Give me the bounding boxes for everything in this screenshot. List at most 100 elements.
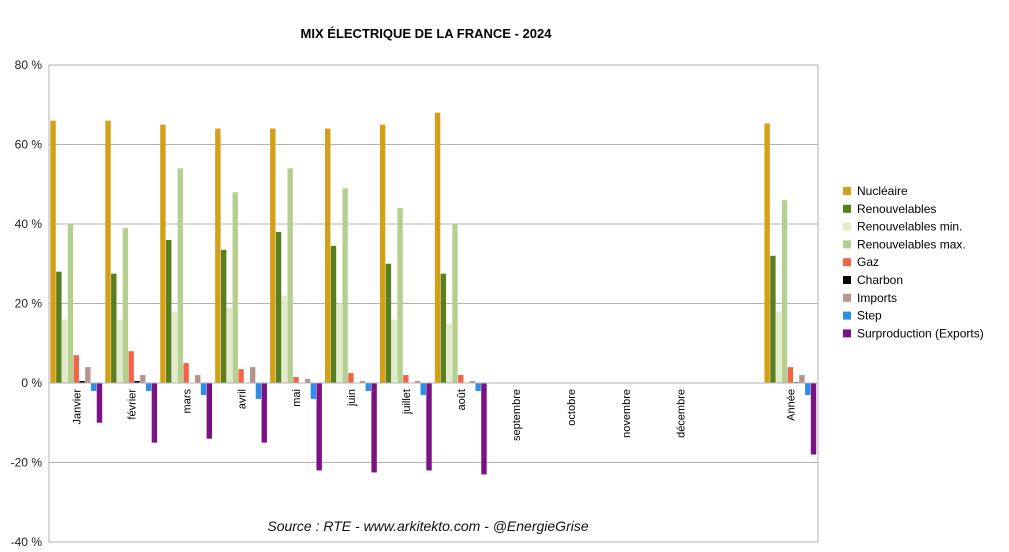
x-category-label: octobre: [566, 389, 578, 426]
bar: [365, 383, 372, 391]
y-tick-label: 80 %: [15, 58, 43, 72]
bar: [342, 188, 348, 383]
y-tick-label: -40 %: [11, 535, 43, 549]
bar: [403, 375, 409, 383]
y-axis-tick-labels: 80 % 60 % 40 % 20 % 0 % -20 % -40 %: [11, 58, 43, 549]
bar: [391, 319, 397, 383]
y-tick-label: 40 %: [15, 217, 43, 231]
legend-swatch: [843, 240, 851, 249]
bar: [220, 249, 227, 383]
bar: [261, 383, 267, 443]
bar: [79, 381, 85, 383]
source-caption: Source : RTE - www.arkitekto.com - @Ener…: [267, 518, 588, 534]
bar: [414, 381, 421, 383]
bar: [270, 128, 276, 383]
bar: [810, 383, 817, 455]
bar: [397, 208, 403, 383]
bar: [281, 295, 288, 383]
y-tick-label: 20 %: [15, 297, 43, 311]
bar: [122, 227, 129, 383]
bar: [140, 375, 146, 383]
x-category-label: décembre: [676, 389, 688, 438]
legend-label: Gaz: [857, 255, 879, 269]
bar: [171, 311, 178, 383]
bar: [134, 381, 140, 383]
bar: [446, 323, 452, 383]
bar: [111, 273, 117, 383]
y-tick-label: -20 %: [11, 456, 43, 470]
legend-label: Step: [857, 309, 882, 323]
bar: [475, 383, 481, 391]
bar: [145, 383, 152, 391]
bars: [50, 112, 817, 475]
bar: [469, 381, 476, 383]
bar: [293, 377, 299, 383]
x-category-label: mai: [291, 389, 303, 407]
bar: [61, 319, 68, 383]
bar: [787, 367, 794, 383]
bar: [385, 263, 392, 383]
bar: [160, 124, 166, 383]
bar: [434, 112, 441, 383]
bar: [799, 375, 805, 383]
bar: [275, 231, 282, 383]
bar: [249, 367, 256, 383]
bar: [336, 303, 343, 383]
y-tick-label: 60 %: [15, 138, 43, 152]
x-category-label: juillet: [401, 389, 413, 415]
x-category-label: Année: [786, 389, 798, 421]
legend-swatch: [843, 293, 851, 302]
bar: [776, 311, 782, 383]
legend-label: Renouvelables max.: [857, 237, 966, 251]
bar: [238, 369, 244, 383]
bar: [183, 363, 189, 383]
bar: [452, 224, 458, 383]
bar: [90, 383, 97, 391]
legend-swatch: [843, 258, 851, 267]
bar: [128, 351, 134, 383]
legend-swatch: [843, 329, 851, 338]
x-category-label: Janvier: [71, 389, 83, 425]
bar: [166, 239, 172, 383]
legend-label: Renouvelables: [857, 202, 936, 216]
bar: [177, 168, 184, 383]
legend-swatch: [843, 311, 851, 320]
bar: [371, 383, 377, 473]
y-tick-label: 0 %: [21, 376, 42, 390]
legend-swatch: [843, 204, 851, 213]
legend-label: Renouvelables min.: [857, 220, 962, 234]
bar: [770, 255, 776, 383]
legend-swatch: [843, 222, 851, 231]
bar: [226, 307, 233, 383]
bar: [215, 128, 221, 383]
bar: [764, 123, 770, 384]
bar: [151, 383, 158, 443]
bar: [310, 383, 317, 399]
x-category-label: mars: [181, 389, 193, 414]
bar: [56, 271, 62, 383]
bar: [96, 383, 103, 423]
bar: [359, 381, 366, 383]
bar: [426, 383, 432, 471]
bar: [420, 383, 426, 395]
legend-label: Surproduction (Exports): [857, 326, 984, 340]
legend-label: Charbon: [857, 273, 903, 287]
bar: [805, 383, 811, 395]
bar: [67, 224, 74, 383]
x-category-label: août: [456, 389, 468, 410]
bar: [85, 367, 91, 383]
bar: [458, 375, 464, 383]
bar: [50, 120, 56, 384]
legend-swatch: [843, 276, 851, 284]
bar: [116, 319, 123, 383]
x-category-label: avril: [236, 389, 248, 409]
bar: [325, 128, 331, 383]
bar: [73, 355, 79, 383]
bar: [200, 383, 207, 395]
legend-swatch: [843, 187, 851, 195]
chart-title: MIX ÉLECTRIQUE DE LA FRANCE - 2024: [301, 26, 553, 41]
bar: [440, 273, 447, 383]
x-axis-category-labels: Janvier février mars avril mai juin juillet aoû…: [71, 389, 797, 441]
bar: [330, 245, 337, 383]
